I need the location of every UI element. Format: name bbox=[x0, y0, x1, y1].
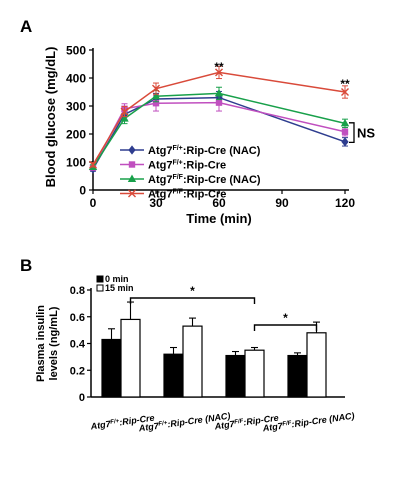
a-legend-marker bbox=[127, 174, 137, 182]
b-error-bar bbox=[127, 301, 134, 320]
b-legend-swatch bbox=[96, 275, 104, 283]
b-y-tick-label: 0 bbox=[79, 392, 85, 404]
a-series-2 bbox=[88, 86, 350, 171]
insulin-bar-chart: 0 0.2 0.4 0.6 0.8 Plasma insulin levels (ng/… bbox=[35, 274, 355, 434]
a-data-point bbox=[215, 68, 223, 77]
a-y-axis-label: Blood glucose (mg/dL) bbox=[43, 47, 58, 188]
a-legend-marker bbox=[128, 145, 136, 155]
b-sig-star-2: * bbox=[283, 311, 288, 325]
a-sig-60: ** bbox=[214, 60, 224, 74]
b-error-bar bbox=[251, 346, 258, 351]
b-error-bar bbox=[189, 317, 196, 327]
b-bar bbox=[101, 338, 122, 398]
a-x-tick-label: 60 bbox=[212, 196, 226, 210]
b-y-ticks: 0 0.2 0.4 0.6 0.8 bbox=[70, 285, 91, 404]
b-legend-item-1: 15 min bbox=[96, 283, 134, 293]
a-legend-label: Atg7F/+:Rip-Cre bbox=[148, 160, 226, 172]
b-category-label: Atg7F/F:Rip-Cre bbox=[213, 413, 279, 432]
b-error-bar bbox=[232, 350, 239, 356]
panel-b-label: B bbox=[20, 256, 32, 275]
b-error-bar bbox=[170, 346, 177, 355]
b-bar bbox=[120, 318, 141, 398]
glucose-line-chart: 0 100 200 300 400 500 0 30 60 90 120 Blood glucos… bbox=[43, 44, 375, 227]
a-sig-120: ** bbox=[340, 77, 350, 91]
b-y-tick-label: 0.6 bbox=[70, 312, 85, 324]
a-y-tick-label: 100 bbox=[66, 156, 86, 170]
a-x-tick-label: 120 bbox=[335, 196, 355, 210]
a-x-tick-label: 90 bbox=[275, 196, 289, 210]
b-y-axis-label-line2: levels (ng/mL) bbox=[48, 306, 60, 380]
a-y-tick-label: 200 bbox=[66, 128, 86, 142]
a-legend-item-0: Atg7F/+:Rip-Cre (NAC) bbox=[120, 145, 261, 157]
b-legend-label: 15 min bbox=[105, 283, 134, 293]
b-y-axis-label-line1: Plasma insulin bbox=[35, 305, 47, 382]
a-x-tick-label: 30 bbox=[149, 196, 163, 210]
a-data-point bbox=[341, 128, 349, 135]
b-legend-label: 0 min bbox=[105, 274, 129, 284]
a-x-tick-label: 0 bbox=[90, 196, 97, 210]
a-ns-bracket bbox=[349, 122, 355, 144]
a-data-point bbox=[215, 99, 223, 106]
b-y-tick-label: 0.8 bbox=[70, 285, 85, 297]
a-x-axis-label: Time (min) bbox=[186, 211, 252, 226]
b-bar bbox=[182, 325, 203, 398]
a-series-group bbox=[88, 65, 350, 174]
a-legend-label: Atg7F/+:Rip-Cre (NAC) bbox=[148, 145, 261, 157]
b-sig-bracket-1 bbox=[129, 297, 256, 304]
a-legend-item-2: Atg7F/F:Rip-Cre (NAC) bbox=[120, 174, 261, 186]
a-data-point bbox=[120, 107, 129, 116]
b-sig-star-1: * bbox=[190, 284, 195, 298]
a-legend-label: Atg7F/F:Rip-Cre (NAC) bbox=[148, 174, 261, 186]
a-legend-marker bbox=[128, 161, 136, 168]
a-x-ticks: 0 30 60 90 120 bbox=[90, 190, 355, 210]
b-sig-bracket-2 bbox=[253, 324, 318, 331]
a-series-line bbox=[92, 101, 346, 168]
b-legend-swatch bbox=[96, 284, 104, 292]
a-y-tick-label: 500 bbox=[66, 44, 86, 58]
a-legend-marker bbox=[128, 189, 136, 198]
a-ns-label: NS bbox=[357, 126, 375, 141]
a-y-tick-label: 0 bbox=[79, 184, 86, 198]
a-y-tick-label: 400 bbox=[66, 72, 86, 86]
b-bar bbox=[306, 332, 327, 398]
a-data-point bbox=[341, 137, 349, 147]
b-legend-item-0: 0 min bbox=[96, 274, 129, 284]
a-data-point bbox=[340, 118, 350, 127]
a-data-point bbox=[214, 88, 224, 97]
a-y-ticks: 0 100 200 300 400 500 bbox=[66, 44, 93, 198]
b-annotations: ** bbox=[129, 284, 318, 331]
b-category-label: Atg7F/+:Rip-Cre bbox=[89, 413, 155, 432]
b-bars-group bbox=[101, 301, 327, 398]
b-error-bar bbox=[108, 328, 115, 340]
a-y-tick-label: 300 bbox=[66, 100, 86, 114]
a-data-point bbox=[341, 88, 349, 96]
a-legend-item-1: Atg7F/+:Rip-Cre bbox=[120, 160, 226, 172]
a-annotations: ** ** NS bbox=[214, 60, 375, 144]
b-y-tick-label: 0.4 bbox=[70, 339, 86, 351]
a-legend-item-3: Atg7F/F:Rip-Cre bbox=[120, 189, 226, 201]
panel-a-label: A bbox=[20, 17, 32, 36]
b-bar bbox=[163, 353, 184, 398]
a-data-point bbox=[120, 114, 129, 122]
a-legend-label: Atg7F/F:Rip-Cre bbox=[148, 189, 226, 201]
b-bar bbox=[244, 349, 265, 398]
a-legend: Atg7F/+:Rip-Cre (NAC) Atg7F/+:Rip-Cre Atg7… bbox=[120, 145, 261, 201]
b-error-bar bbox=[294, 352, 301, 356]
a-series-3 bbox=[89, 65, 349, 169]
b-bar bbox=[225, 354, 246, 398]
a-data-point bbox=[152, 100, 160, 107]
a-data-point bbox=[152, 84, 160, 93]
a-data-point bbox=[89, 160, 97, 169]
b-bar bbox=[287, 354, 308, 398]
a-data-point bbox=[151, 91, 161, 100]
b-y-tick-label: 0.2 bbox=[70, 365, 85, 377]
